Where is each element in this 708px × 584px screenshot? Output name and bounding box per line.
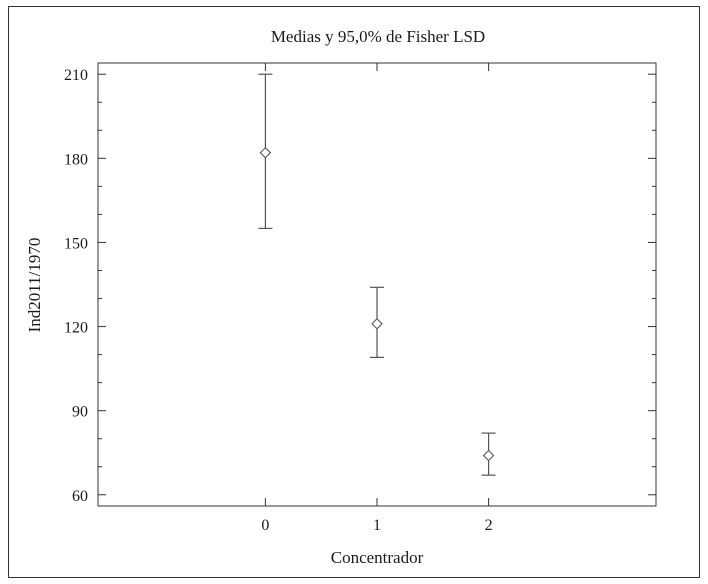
interval-1 [370, 286, 384, 358]
y-tick-label: 150 [64, 235, 88, 252]
x-axis: 0 1 2 [261, 63, 493, 534]
interval-2 [481, 432, 496, 476]
y-tick-label: 60 [72, 488, 88, 505]
y-tick-label: 180 [64, 151, 88, 168]
interval-0 [258, 73, 273, 230]
plot-area [97, 62, 657, 507]
y-tick-label: 90 [72, 404, 88, 421]
x-tick-label: 1 [373, 517, 381, 534]
mean-point [259, 146, 272, 159]
mean-point [482, 449, 495, 462]
mean-point [371, 317, 383, 330]
y-tick-label: 210 [64, 67, 88, 84]
y-axis-label: Ind2011/1970 [25, 238, 44, 333]
x-tick-label: 0 [261, 517, 269, 534]
y-axis: 60 90 120 150 180 210 [64, 67, 656, 505]
chart-title: Medias y 95,0% de Fisher LSD [271, 27, 485, 46]
y-tick-label: 120 [64, 320, 88, 337]
x-tick-label: 2 [485, 517, 493, 534]
chart-frame [8, 6, 700, 578]
series-means [258, 73, 496, 476]
x-axis-label: Concentrador [331, 548, 424, 567]
